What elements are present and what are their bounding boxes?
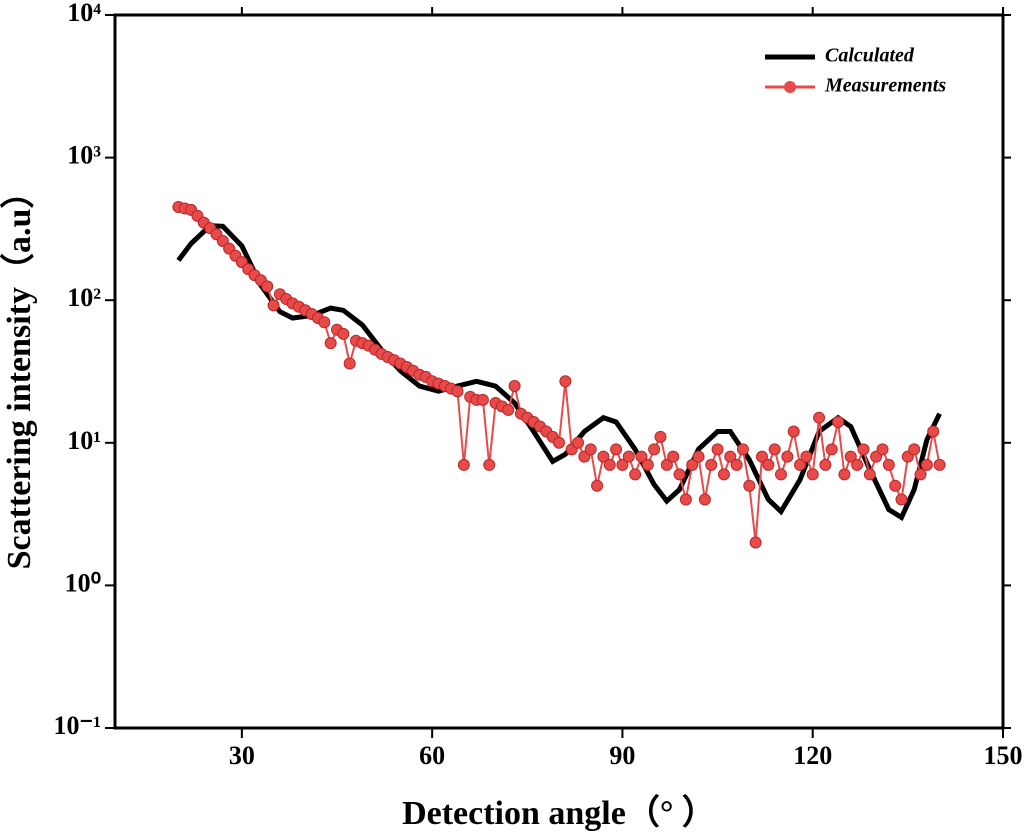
x-tick-label: 150 <box>984 741 1023 770</box>
y-tick-label: 10² <box>67 283 101 312</box>
y-tick-label: 10⁻¹ <box>53 711 101 740</box>
data-point <box>730 458 743 471</box>
x-tick-label: 60 <box>419 741 445 770</box>
y-tick-label: 10⁰ <box>65 568 101 597</box>
x-tick-label: 30 <box>229 741 255 770</box>
x-axis-title: Detection angle（° ） <box>402 793 716 832</box>
data-point <box>908 443 921 456</box>
data-point <box>660 458 673 471</box>
x-tick-label: 90 <box>609 741 635 770</box>
data-point <box>914 468 927 481</box>
series-line <box>176 223 942 522</box>
data-point <box>889 479 902 492</box>
data-point <box>648 443 661 456</box>
data-point <box>457 458 470 471</box>
data-point <box>806 468 819 481</box>
data-point <box>654 430 667 443</box>
data-point <box>261 280 274 293</box>
data-point <box>749 536 762 549</box>
data-point <box>553 436 565 449</box>
data-point <box>635 450 648 463</box>
data-point <box>711 443 724 456</box>
data-point <box>876 443 889 456</box>
series-line <box>178 206 941 543</box>
data-point <box>476 393 489 406</box>
data-point <box>755 450 768 463</box>
legend-label: Measurements <box>824 75 946 97</box>
x-tick-label: 120 <box>793 741 832 770</box>
data-point <box>629 468 642 481</box>
data-point <box>825 443 838 456</box>
y-tick-label: 10⁴ <box>67 0 101 27</box>
data-point <box>679 493 692 506</box>
data-point <box>622 450 635 463</box>
data-point <box>508 380 521 393</box>
y-tick-label: 10¹ <box>67 426 101 455</box>
data-point <box>762 458 775 471</box>
data-point <box>794 458 807 471</box>
data-point <box>616 458 629 471</box>
data-point <box>775 468 787 481</box>
data-point <box>572 436 585 449</box>
data-point <box>832 415 845 428</box>
data-point <box>857 443 870 456</box>
data-point <box>800 450 813 463</box>
data-point <box>324 337 337 350</box>
data-point <box>819 458 832 471</box>
data-point <box>559 375 572 388</box>
data-point <box>851 458 864 471</box>
data-point <box>863 468 876 481</box>
legend-label: Calculated <box>825 45 915 67</box>
y-axis-title: Scattering intensity（a.u） <box>0 175 38 570</box>
data-point <box>318 316 331 329</box>
data-point <box>920 458 933 471</box>
data-point <box>337 327 350 340</box>
data-point <box>844 450 857 463</box>
data-point <box>781 450 794 463</box>
data-point <box>813 411 826 424</box>
legend-marker <box>784 81 796 93</box>
data-point <box>724 450 737 463</box>
data-point <box>838 468 851 481</box>
data-point <box>736 443 749 456</box>
data-point <box>591 479 604 492</box>
data-point <box>882 458 895 471</box>
data-point <box>641 458 654 471</box>
data-point <box>584 443 597 456</box>
data-point <box>451 385 464 398</box>
data-point <box>692 450 705 463</box>
data-point <box>667 450 680 463</box>
data-point <box>743 479 756 492</box>
data-point <box>673 468 686 481</box>
data-point <box>768 443 781 456</box>
data-point <box>927 425 940 438</box>
data-point <box>933 458 946 471</box>
data-point <box>610 443 623 456</box>
data-point <box>597 450 610 463</box>
data-point <box>686 458 699 471</box>
data-point <box>603 458 616 471</box>
data-point <box>705 458 718 471</box>
data-point <box>343 357 356 370</box>
data-point <box>787 425 800 438</box>
plot-frame <box>113 13 1005 730</box>
data-point <box>267 299 280 312</box>
data-point <box>895 493 908 506</box>
data-point <box>717 468 730 481</box>
data-point <box>502 403 515 416</box>
y-tick-label: 10³ <box>67 141 101 170</box>
data-point <box>483 458 496 471</box>
data-point <box>216 235 229 248</box>
data-point <box>698 493 711 506</box>
